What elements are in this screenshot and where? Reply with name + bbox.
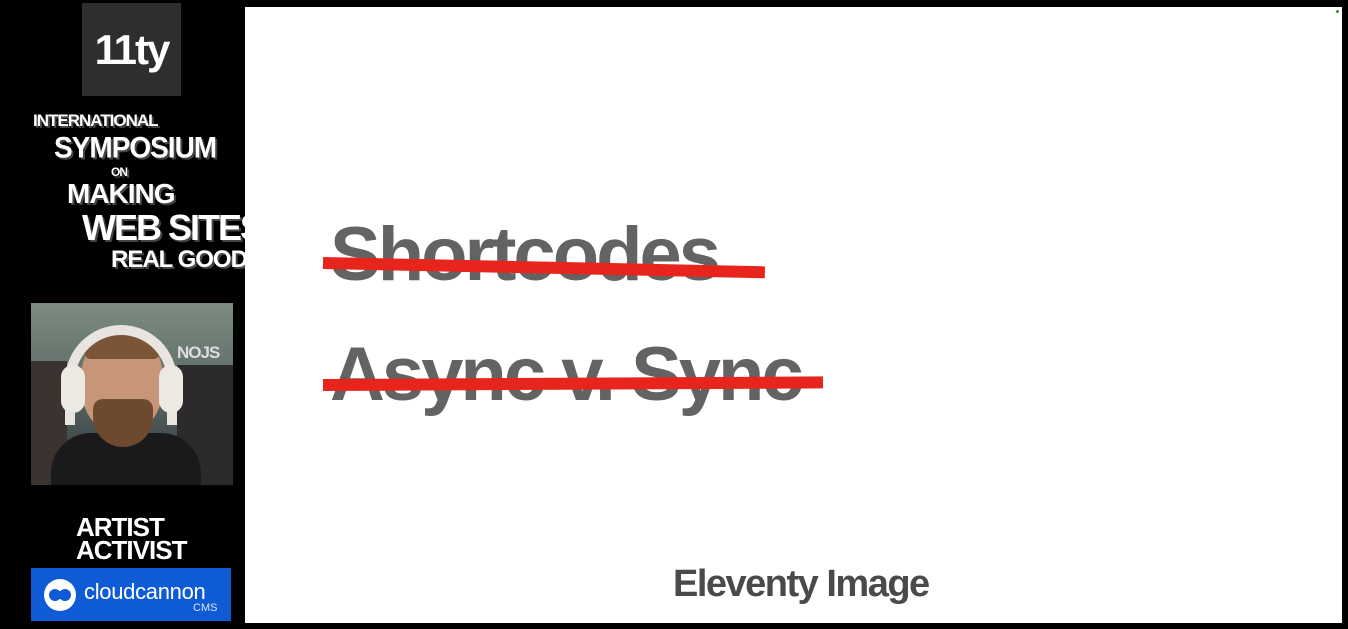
11ty-logo: 11ty [82,3,181,96]
cloudcannon-sponsor-logo: cloudcannon CMS [31,568,231,621]
sidebar: 11ty INTERNATIONAL SYMPOSIUM ON MAKING W… [0,0,264,629]
symposium-line-symposium: SYMPOSIUM [54,131,217,164]
slide-item-shortcodes: Shortcodes [330,212,721,297]
background-sign: NOJS [177,343,220,362]
sponsor-title: ARTIST ACTIVIST [76,512,187,565]
symposium-line-international: INTERNATIONAL [33,111,159,130]
cloudcannon-icon [44,579,76,611]
presentation-slide: Shortcodes Async v. Sync Eleventy Image [245,7,1342,623]
cloudcannon-cms: CMS [193,602,218,614]
status-dot [1336,10,1339,13]
headphone-ear-right [159,365,183,413]
symposium-line-websites: WEB SITES [82,207,264,248]
headphone-ear-left [61,365,85,413]
symposium-line-making: MAKING [67,178,176,209]
cloudcannon-name: cloudcannon [84,579,206,604]
symposium-line-realgood: REAL GOOD [111,246,248,273]
slide-footer-title: Eleventy Image [673,563,930,605]
sponsor-title-line2: ACTIVIST [76,535,187,565]
sponsor-title-line1: ARTIST [76,512,165,542]
symposium-line-on: ON [111,165,128,179]
speaker-webcam: NOJS [31,303,233,485]
slide-item-async-sync: Async v. Sync [330,332,804,417]
